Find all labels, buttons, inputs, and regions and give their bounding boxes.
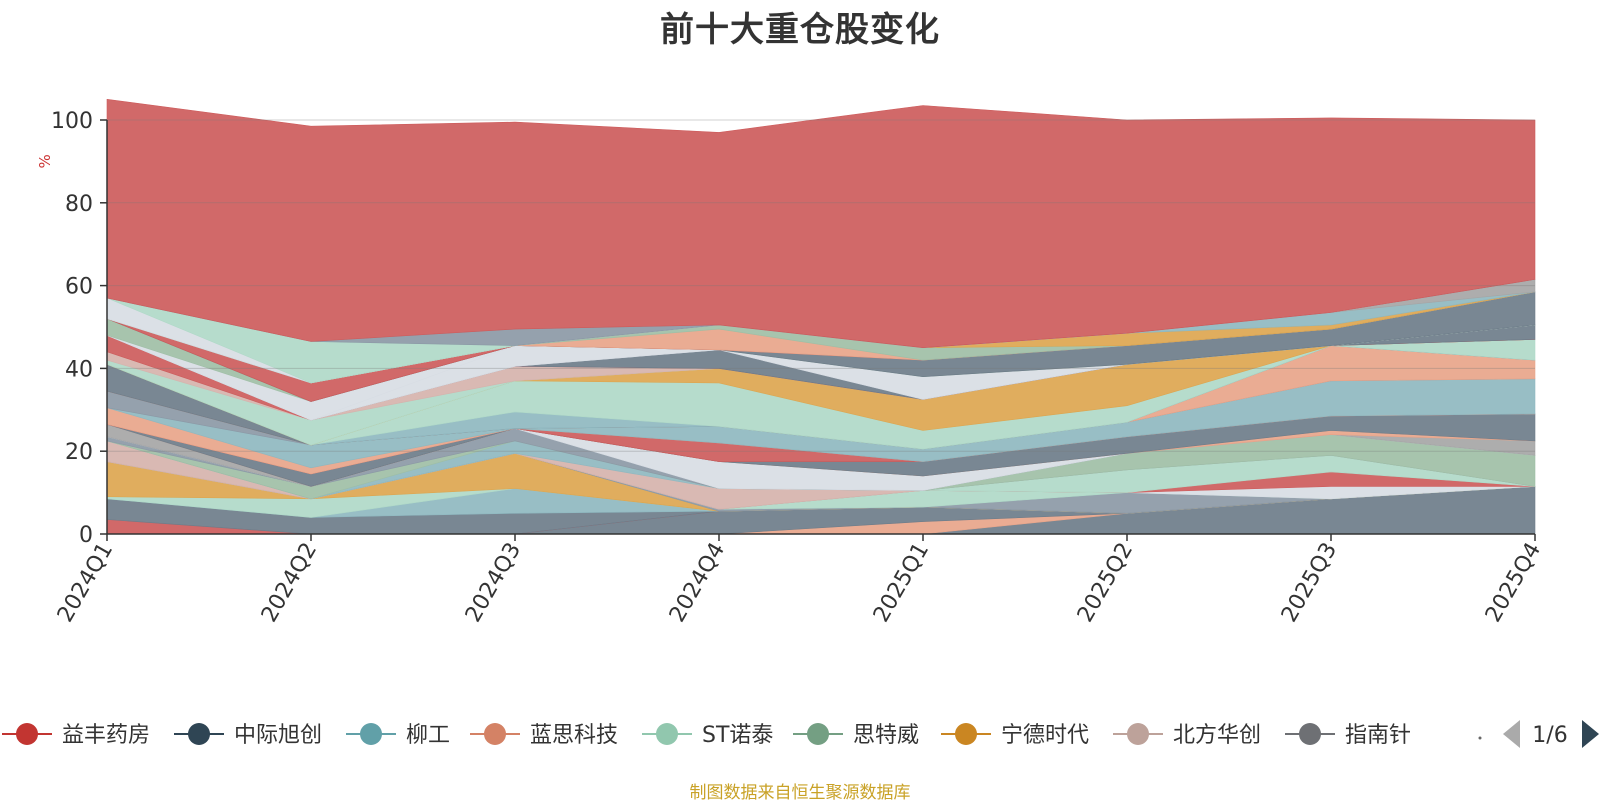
area-series-group — [106, 98, 1536, 535]
legend-marker — [16, 723, 38, 745]
legend-ellipsis — [1478, 736, 1482, 740]
legend-item[interactable]: 蓝思科技 — [470, 723, 618, 748]
legend-label: 北方华创 — [1173, 723, 1261, 748]
grid-lines — [107, 119, 1535, 452]
legend-item[interactable]: 指南针 — [1285, 723, 1411, 748]
y-tick-label: 80 — [65, 192, 93, 217]
x-tick-label: 2025Q4 — [1481, 539, 1546, 627]
legend-item[interactable]: 北方华创 — [1113, 723, 1261, 748]
x-tick-label: 2025Q1 — [869, 539, 934, 627]
legend-marker — [1299, 723, 1321, 745]
chart-title: 前十大重仓股变化 — [660, 10, 940, 50]
legend-label: 思特威 — [853, 723, 919, 748]
legend-item[interactable]: 宁德时代 — [941, 723, 1089, 748]
legend-item[interactable]: 益丰药房 — [2, 723, 150, 748]
legend-marker — [656, 723, 678, 745]
legend-label: 益丰药房 — [62, 723, 150, 748]
legend-label: ST诺泰 — [702, 723, 773, 748]
x-tick-label: 2025Q3 — [1277, 539, 1342, 627]
x-tick-label: 2024Q1 — [53, 539, 118, 627]
legend-label: 中际旭创 — [234, 723, 322, 748]
legend-item[interactable]: ST诺泰 — [642, 723, 773, 748]
y-axis-label: % — [36, 154, 54, 168]
legend: 益丰药房 中际旭创 柳工 蓝思科技 ST诺泰 思特威 宁德时代 北方华创 指南针 — [2, 723, 1411, 748]
legend-marker — [955, 723, 977, 745]
legend-label: 宁德时代 — [1001, 723, 1089, 748]
legend-marker — [807, 723, 829, 745]
area-series-48 — [106, 98, 1536, 349]
legend-label: 柳工 — [406, 723, 450, 748]
legend-page-indicator: 1/6 — [1532, 723, 1567, 748]
x-tick-label: 2025Q2 — [1073, 539, 1138, 627]
legend-label: 指南针 — [1345, 723, 1411, 748]
legend-item[interactable]: 思特威 — [793, 723, 919, 748]
legend-item[interactable]: 柳工 — [346, 723, 450, 748]
x-tick-label: 2024Q3 — [461, 539, 526, 627]
y-tick-label: 0 — [79, 523, 93, 548]
legend-marker — [360, 723, 382, 745]
legend-marker — [188, 723, 210, 745]
legend-label: 蓝思科技 — [530, 723, 618, 748]
x-tick-label: 2024Q2 — [257, 539, 322, 627]
legend-item[interactable]: 中际旭创 — [174, 723, 322, 748]
y-tick-label: 60 — [65, 275, 93, 300]
source-note: 制图数据来自恒生聚源数据库 — [689, 783, 911, 800]
legend-next-page-button[interactable] — [1582, 720, 1599, 748]
legend-prev-page-button[interactable] — [1503, 720, 1520, 748]
y-tick-label: 100 — [51, 109, 93, 134]
y-tick-label: 40 — [65, 357, 93, 382]
legend-marker — [1127, 723, 1149, 745]
x-tick-label: 2024Q4 — [665, 539, 730, 627]
legend-marker — [484, 723, 506, 745]
y-tick-label: 20 — [65, 440, 93, 465]
